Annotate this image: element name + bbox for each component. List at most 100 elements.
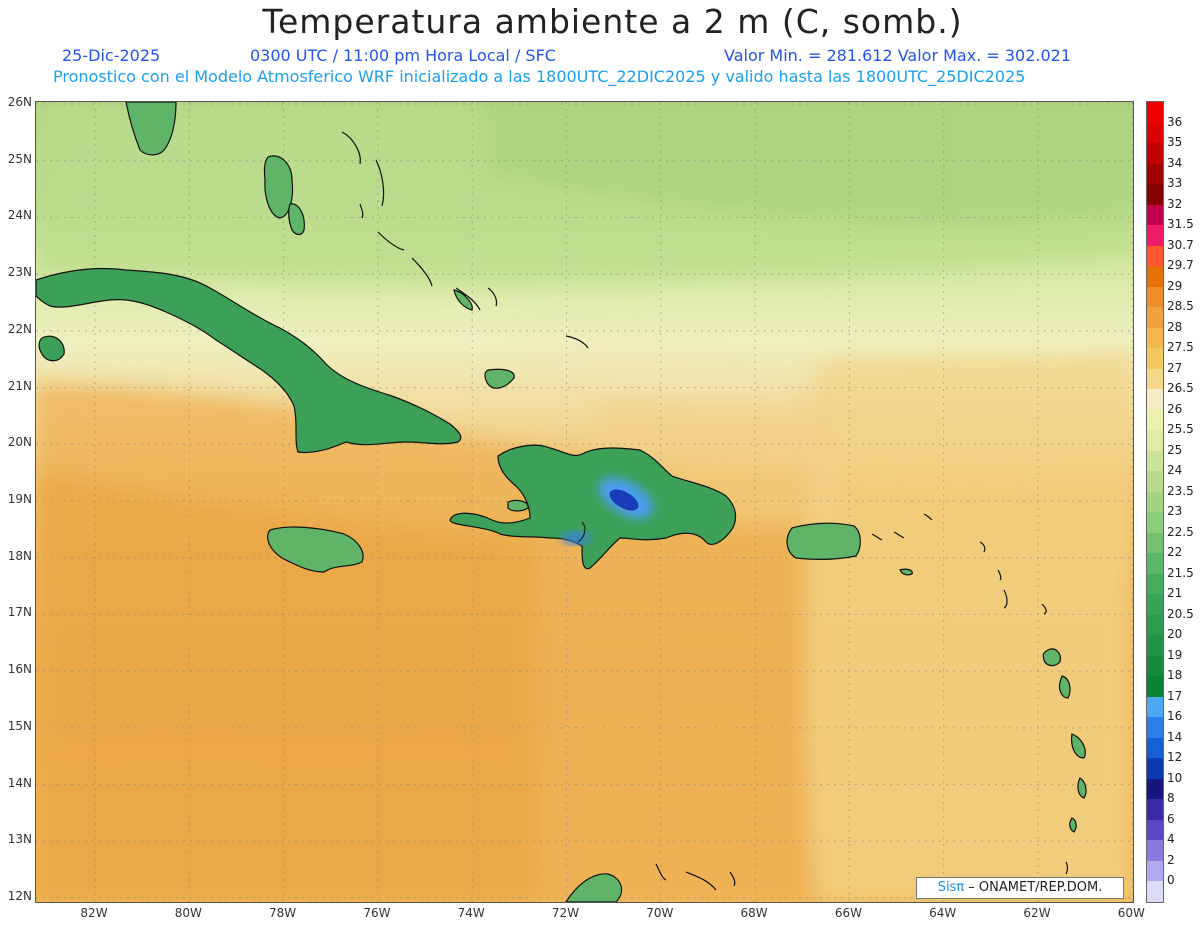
- longitude-label: 66W: [834, 906, 862, 920]
- sispi-logo: Sisπ: [937, 880, 965, 895]
- antilles-island: [997, 569, 1002, 581]
- colorbar-value: 32: [1167, 196, 1183, 211]
- colorbar-value: 21.5: [1167, 565, 1194, 580]
- colorbar-swatch: [1147, 471, 1163, 493]
- colorbar-swatch: [1147, 696, 1163, 718]
- eleuthera-island: [288, 203, 305, 236]
- latitude-label: 24N: [7, 208, 32, 223]
- south-america-coast: [565, 873, 623, 902]
- longitude-label: 62W: [1023, 906, 1051, 920]
- map-canvas: [36, 102, 1133, 902]
- colorbar-swatch: [1147, 717, 1163, 739]
- map-title: Temperatura ambiente a 2 m (C, somb.): [262, 2, 963, 41]
- colorbar-value: 28.5: [1167, 299, 1194, 314]
- colorbar-swatch: [1147, 286, 1163, 308]
- temperature-colorbar: [1146, 101, 1164, 903]
- colorbar-swatch: [1147, 327, 1163, 349]
- saint-vincent: [1069, 817, 1077, 833]
- colorbar-swatch: [1147, 102, 1163, 123]
- temperature-field: [36, 102, 1133, 902]
- colorbar-value: 8: [1167, 791, 1175, 806]
- colorbar-swatch: [1147, 204, 1163, 226]
- colorbar-swatch: [1147, 655, 1163, 677]
- colorbar-value: 36: [1167, 114, 1183, 129]
- longitude-label: 72W: [551, 906, 580, 920]
- colorbar-value: 29: [1167, 278, 1183, 293]
- colorbar-swatch: [1147, 614, 1163, 636]
- longitude-label: 78W: [269, 906, 297, 920]
- colorbar-value: 30.7: [1167, 237, 1194, 252]
- credit-text: – ONAMET/REP.DOM.: [964, 880, 1103, 895]
- colorbar-value: 2: [1167, 852, 1175, 867]
- bahamas-island: [484, 368, 515, 389]
- colorbar-swatch: [1147, 245, 1163, 267]
- colorbar-value: 14: [1167, 729, 1183, 744]
- temperature-map: [35, 101, 1134, 903]
- colorbar-swatch: [1147, 389, 1163, 411]
- colorbar-value: 6: [1167, 811, 1175, 826]
- colorbar-value: 21: [1167, 586, 1183, 601]
- latitude-label: 17N: [7, 605, 32, 620]
- colorbar-swatch: [1147, 799, 1163, 821]
- colorbar-swatch: [1147, 778, 1163, 800]
- colorbar-value: 16: [1167, 709, 1183, 724]
- colorbar-swatch: [1147, 573, 1163, 595]
- latitude-label: 22N: [7, 321, 32, 336]
- colorbar-swatch: [1147, 307, 1163, 329]
- colorbar-swatch: [1147, 676, 1163, 698]
- longitude-label: 68W: [740, 906, 768, 920]
- colorbar-value: 4: [1167, 832, 1175, 847]
- colorbar-value: 23: [1167, 504, 1183, 519]
- martinique: [1071, 733, 1086, 759]
- value-min-max: Valor Min. = 281.612 Valor Max. = 302.02…: [724, 46, 1072, 65]
- colorbar-swatch: [1147, 143, 1163, 165]
- antilles-island: [1003, 589, 1008, 609]
- colorbar-value: 33: [1167, 176, 1183, 191]
- colorbar-value: 23.5: [1167, 483, 1194, 498]
- latitude-label: 19N: [7, 492, 32, 506]
- colorbar-value: 26: [1167, 401, 1183, 416]
- land-masses: [36, 102, 1087, 902]
- colorbar-swatch: [1147, 737, 1163, 759]
- forecast-date: 25-Dic-2025: [62, 46, 161, 65]
- colorbar-value: 35: [1167, 135, 1183, 150]
- latitude-label: 14N: [7, 775, 32, 790]
- bahamas-island: [411, 257, 433, 287]
- colorbar-swatch: [1147, 553, 1163, 575]
- colorbar-value: 28: [1167, 319, 1183, 334]
- jamaica: [267, 526, 364, 573]
- gonave-island: [507, 499, 529, 512]
- colorbar-value: 20: [1167, 627, 1183, 642]
- latitude-label: 13N: [7, 832, 32, 847]
- longitude-label: 74W: [457, 906, 485, 920]
- colorbar-value: 26.5: [1167, 381, 1194, 396]
- virgin-islands: [893, 531, 905, 539]
- bahamas-island: [455, 287, 481, 311]
- colorbar-swatch: [1147, 163, 1163, 185]
- colorbar-swatch: [1147, 225, 1163, 247]
- latitude-label: 21N: [7, 378, 32, 393]
- puerto-rico: [786, 522, 861, 560]
- colorbar-swatch: [1147, 881, 1163, 903]
- longitude-label: 80W: [174, 906, 202, 920]
- colorbar-swatch: [1147, 491, 1163, 513]
- bahamas-island: [487, 287, 498, 307]
- colorbar-swatch: [1147, 635, 1163, 657]
- latitude-label: 18N: [7, 548, 32, 563]
- latitude-label: 26N: [7, 95, 32, 109]
- virgin-islands: [871, 533, 883, 541]
- latitude-label: 16N: [7, 662, 32, 677]
- colorbar-value: 18: [1167, 668, 1183, 683]
- colorbar-value: 27.5: [1167, 340, 1194, 355]
- colorbar-swatch: [1147, 450, 1163, 472]
- forecast-time: 0300 UTC / 11:00 pm Hora Local / SFC: [250, 46, 556, 65]
- colorbar-swatch: [1147, 409, 1163, 431]
- colorbar-value: 29.7: [1167, 258, 1194, 273]
- colorbar-value: 22: [1167, 545, 1183, 560]
- colorbar-value: 0: [1167, 873, 1175, 888]
- colorbar-value: 25: [1167, 442, 1183, 457]
- colorbar-value: 34: [1167, 155, 1183, 170]
- florida: [125, 102, 177, 156]
- longitude-label: 64W: [929, 906, 957, 920]
- longitude-label: 70W: [646, 906, 674, 920]
